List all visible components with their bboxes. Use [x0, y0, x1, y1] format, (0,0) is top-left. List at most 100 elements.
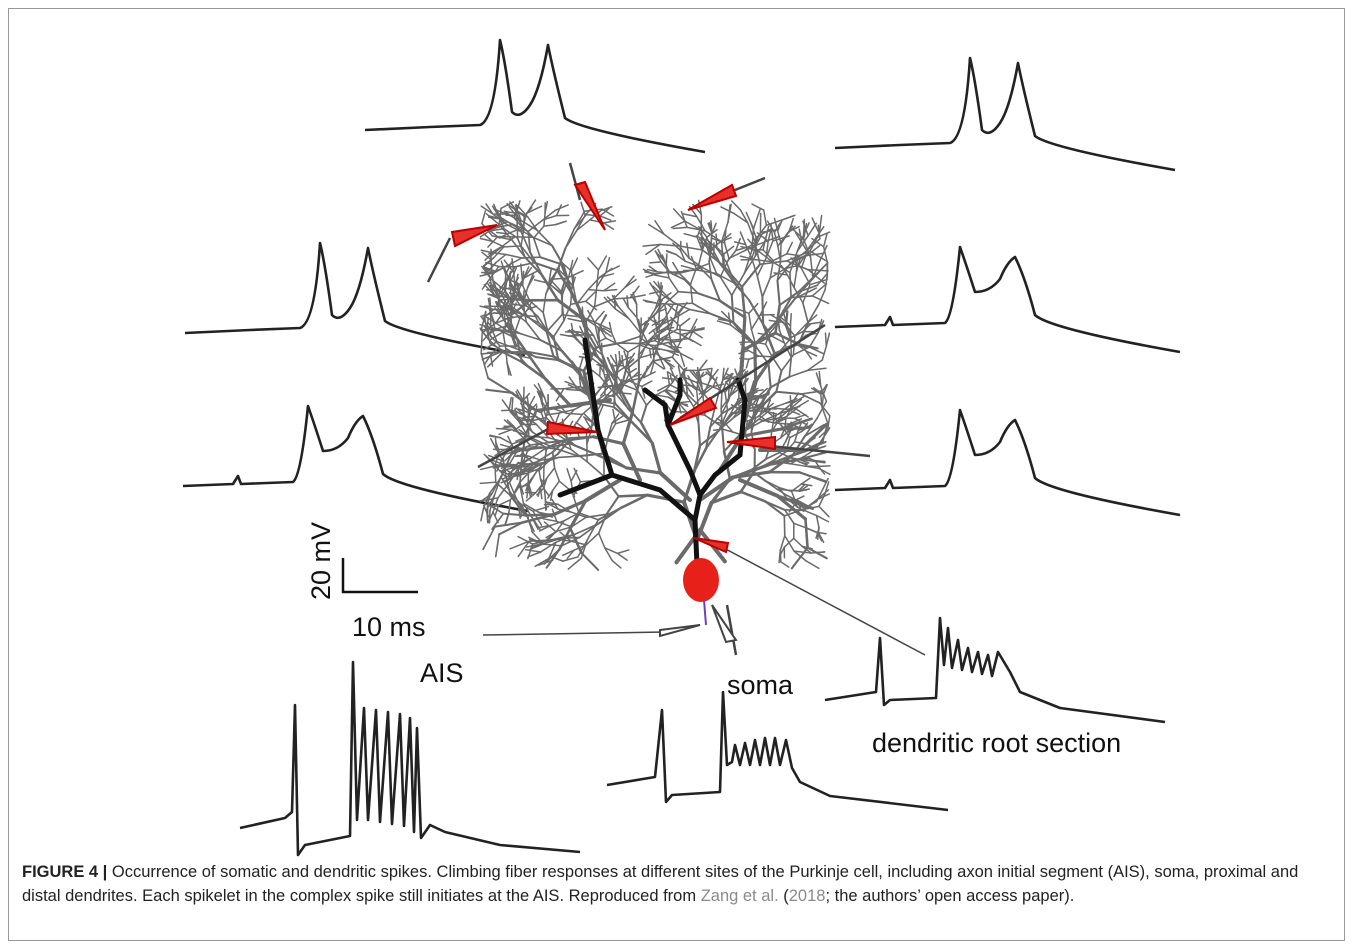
dendrite [697, 265, 713, 281]
dendrite [528, 437, 548, 449]
dendrite [598, 375, 609, 387]
dendrite [625, 466, 663, 475]
dendrite [573, 467, 582, 483]
dendrite [765, 240, 769, 259]
dendrite [789, 249, 808, 264]
dendrite [508, 408, 522, 421]
dendrite [653, 280, 663, 292]
dendrite [667, 345, 682, 349]
dendrite [777, 403, 793, 415]
dendrite [785, 494, 796, 501]
dendrite [524, 256, 544, 277]
dendrite [580, 201, 586, 217]
trace-prox-right [833, 408, 1182, 517]
dendrite [503, 273, 507, 291]
dendrite [672, 242, 682, 252]
dendrite [488, 476, 502, 494]
dendrite [822, 233, 828, 248]
dendrite [815, 231, 831, 239]
dendrite [807, 268, 829, 272]
dendrite [603, 547, 613, 562]
dendrite [542, 517, 558, 523]
dendrite [622, 364, 632, 378]
dendrite [480, 507, 485, 522]
dendrite [586, 460, 605, 478]
caption-label: FIGURE 4 | [22, 863, 108, 881]
dendrite [746, 221, 756, 242]
dendrite [503, 210, 516, 219]
dendrite [784, 430, 791, 443]
dendrite [513, 217, 525, 231]
dendrite [764, 225, 770, 243]
dendrite [519, 419, 534, 433]
dendrite [799, 450, 830, 461]
dendrite [815, 493, 831, 501]
dendrite [511, 258, 515, 274]
dendrite [513, 481, 521, 493]
dendrite [616, 549, 630, 555]
dendrite [754, 397, 760, 408]
dendrite [806, 252, 823, 257]
dendrite [508, 499, 512, 514]
dendrite [580, 539, 589, 560]
dendrite [517, 535, 534, 545]
caption-link[interactable]: 2018 [788, 887, 826, 905]
dendrite [497, 215, 505, 230]
dendrite [511, 396, 514, 411]
dendrite [722, 428, 734, 433]
dendrite [523, 270, 538, 279]
dendrite [505, 511, 510, 524]
dendrite [790, 392, 800, 405]
dendrite [492, 246, 505, 259]
dendrite [604, 366, 613, 385]
dendrite [600, 314, 608, 326]
dendrite [667, 345, 680, 354]
dendrite [607, 422, 617, 438]
dendrite [748, 312, 753, 331]
dendrite [772, 450, 788, 462]
dendrite [525, 350, 555, 358]
traces [181, 38, 1182, 857]
dendrite [491, 235, 513, 241]
dendrite [724, 422, 734, 433]
dendrite [750, 458, 767, 472]
voltage-scale: 20 mV [306, 522, 336, 600]
dendrite [791, 446, 819, 457]
dendrite [710, 222, 717, 236]
dendrite [754, 258, 773, 263]
dendrite [605, 265, 621, 274]
dendrite [505, 253, 523, 259]
dendrite [790, 546, 809, 570]
dendrite [494, 437, 498, 451]
dendrite [523, 207, 533, 217]
dendrite [816, 531, 827, 535]
caption-link[interactable]: Zang et al. [700, 887, 779, 905]
dendrite [677, 290, 699, 295]
dendrite [720, 240, 725, 267]
dendrite [490, 278, 506, 291]
dendrite [543, 223, 557, 227]
dendrite [612, 408, 617, 425]
dendrite [725, 375, 736, 384]
dendrite [730, 200, 742, 211]
purkinje-cell [479, 199, 831, 571]
dendrite [649, 261, 662, 264]
dendrite [551, 281, 562, 293]
dendrite [661, 326, 675, 331]
dendrite [789, 254, 809, 264]
dendrite [525, 321, 541, 341]
dendrite [573, 413, 584, 427]
dendrite [501, 236, 516, 248]
dendrite [506, 419, 515, 428]
dendrite [654, 344, 661, 359]
dendrite [743, 379, 758, 422]
dendrite [591, 369, 601, 378]
dendrite [652, 346, 655, 363]
dendrite [753, 239, 761, 266]
dendrite [644, 271, 658, 275]
figure-art: 20 mV 10 ms AIS soma dendritic root sect… [181, 38, 1182, 857]
dendrite [556, 269, 573, 294]
dendrite [681, 212, 698, 218]
dendrite [618, 392, 629, 410]
dendrite [816, 272, 828, 287]
